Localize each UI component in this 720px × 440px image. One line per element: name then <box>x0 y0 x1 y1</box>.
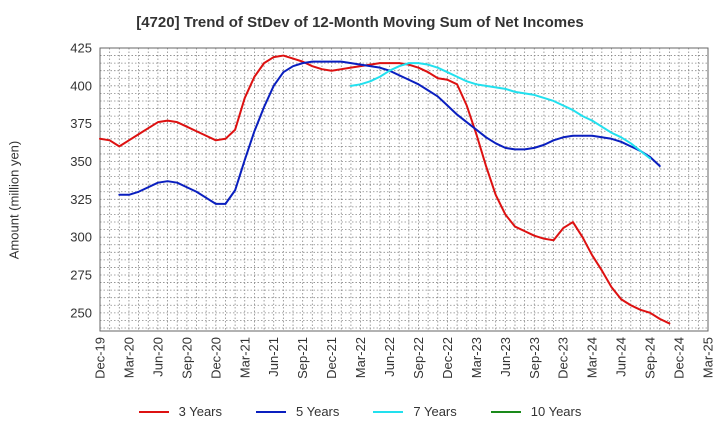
legend-item: 3 Years <box>138 404 222 419</box>
legend-item: 10 Years <box>490 404 582 419</box>
y-tick-label: 325 <box>70 192 92 207</box>
x-tick-label: Sep-21 <box>295 337 310 379</box>
plot-frame <box>99 47 709 332</box>
x-tick-label: Mar-20 <box>121 337 136 378</box>
x-tick-label: Dec-24 <box>672 337 687 379</box>
legend-label: 10 Years <box>530 404 582 419</box>
y-tick-label: 250 <box>70 305 92 320</box>
x-tick-label: Sep-20 <box>179 337 194 379</box>
x-tick-label: Dec-22 <box>440 337 455 379</box>
y-tick-label: 350 <box>70 154 92 169</box>
legend-swatch <box>138 410 169 413</box>
x-tick-label: Jun-22 <box>382 337 397 377</box>
legend-swatch <box>373 410 404 413</box>
x-tick-label: Mar-23 <box>469 337 484 378</box>
x-tick-label: Dec-21 <box>324 337 339 379</box>
legend-swatch <box>490 410 521 413</box>
x-tick-label: Mar-24 <box>585 337 600 378</box>
plot-area: 250 275 300 325 350 375 400 425 Dec-19 Mar-20 Jun-… <box>70 41 716 379</box>
plot-background <box>100 48 708 331</box>
x-tick-label: Jun-21 <box>266 337 281 377</box>
x-tick-label: Dec-23 <box>556 337 571 379</box>
x-tick-label: Mar-25 <box>701 337 716 378</box>
x-tick-label: Sep-22 <box>411 337 426 379</box>
legend-label: 5 Years <box>296 404 340 419</box>
x-tick-label: Jun-23 <box>498 337 513 377</box>
legend-label: 7 Years <box>413 404 457 419</box>
x-tick-label: Jun-20 <box>150 337 165 377</box>
legend-swatch <box>256 410 286 413</box>
chart-title: [4720] Trend of StDev of 12-Month Moving… <box>136 14 584 31</box>
series-line-3-years <box>99 54 671 325</box>
x-tick-label: Sep-24 <box>643 337 658 379</box>
legend-label: 3 Years <box>178 404 222 419</box>
y-tick-label: 375 <box>70 116 92 131</box>
x-tick-label: Sep-23 <box>527 337 542 379</box>
y-tick-label: 300 <box>70 230 92 245</box>
y-tick-label: 400 <box>70 78 92 93</box>
x-tick-label: Mar-22 <box>353 337 368 378</box>
legend-item: 5 Years <box>256 404 339 419</box>
x-tick-label: Dec-20 <box>208 337 223 379</box>
x-tick-label: Mar-21 <box>237 337 252 378</box>
x-tick-label: Dec-19 <box>93 337 108 379</box>
series-line-7-years <box>349 62 652 160</box>
y-tick-label: 425 <box>70 41 92 56</box>
legend: 3 Years 5 Years 7 Years 10 Years <box>0 404 720 419</box>
legend-item: 7 Years <box>373 404 457 419</box>
y-tick-label: 275 <box>70 268 92 283</box>
x-tick-label: Jun-24 <box>614 337 629 377</box>
